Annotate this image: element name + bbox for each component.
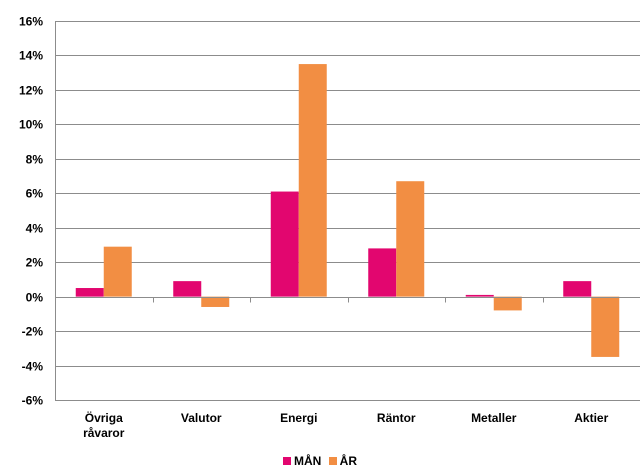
y-tick-label: 0% [26,291,44,305]
x-tick-label: Räntor [377,411,416,425]
bar-ar [201,296,230,307]
bar-man [465,294,494,297]
x-tick-label: Aktier [574,411,608,425]
bar-ar [591,296,620,357]
x-tick-label: Valutor [181,411,222,425]
bar-man [75,288,104,297]
legend-item-man: MÅN [282,454,322,468]
y-tick-label: 4% [26,222,44,236]
gridlines [55,21,640,401]
legend: MÅN ÅR [0,454,640,468]
legend-swatch-ar [328,457,337,465]
legend-label-ar: ÅR [339,454,357,468]
bar-man [563,281,592,297]
bar-ar [103,246,132,297]
y-tick-label: -2% [22,325,44,339]
bar-ar [493,296,522,311]
y-tick-label: 6% [26,187,44,201]
y-tick-label: -6% [22,394,44,408]
axes [55,21,640,400]
y-tick-label: -4% [22,360,44,374]
legend-label-man: MÅN [293,454,322,468]
bar-man [270,191,299,297]
bars [75,64,620,357]
legend-swatch-man [282,457,291,465]
bar-ar [298,64,327,297]
y-tick-label: 2% [26,256,44,270]
y-tick-label: 14% [19,49,43,63]
y-tick-label: 12% [19,84,43,98]
bar-man [368,248,397,297]
y-tick-label: 10% [19,118,43,132]
x-tick-label: Metaller [471,411,517,425]
x-axis-labels: Övriga råvaror Valutor Energi Räntor Metaller… [83,410,609,440]
bar-ar [396,181,425,297]
legend-item-ar: ÅR [328,454,357,468]
x-tick-label: Övriga råvaror [83,410,125,440]
y-tick-label: 8% [26,153,44,167]
y-axis-ticks: 16% 14% 12% 10% 8% 6% 4% 2% 0% -2% -4% -6% [19,15,43,408]
y-tick-label: 16% [19,15,43,29]
x-tick-label: Energi [280,411,317,425]
bar-man [173,281,202,297]
